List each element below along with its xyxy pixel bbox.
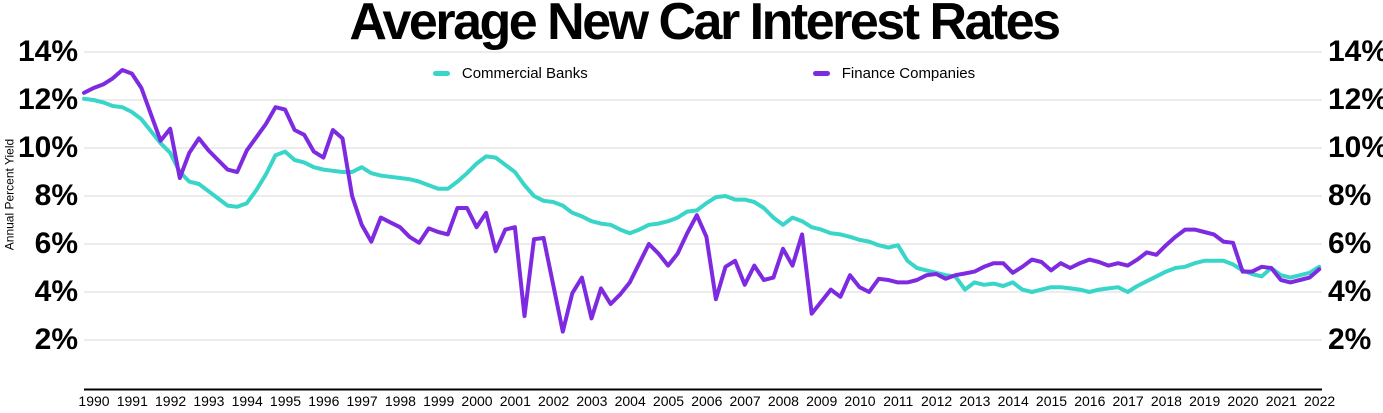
y-tick-label-left: 6% (34, 227, 78, 260)
y-tick-label-left: 4% (34, 275, 78, 308)
y-tick-label-right: 4% (1328, 275, 1372, 308)
x-tick-label: 1993 (193, 393, 225, 409)
y-tick-label-right: 6% (1328, 227, 1372, 260)
y-tick-label-left: 12% (17, 83, 78, 116)
y-tick-label-right: 8% (1328, 179, 1372, 212)
x-tick-label: 2001 (499, 393, 531, 409)
y-tick-label-right: 10% (1328, 131, 1383, 164)
y-tick-label-left: 14% (17, 35, 78, 68)
x-tick-label: 2017 (1112, 393, 1144, 409)
x-tick-label: 1996 (308, 393, 340, 409)
x-tick-label: 2014 (997, 393, 1029, 409)
x-tick-label: 2005 (652, 393, 685, 409)
y-tick-label-right: 14% (1328, 35, 1383, 68)
x-tick-label: 2016 (1074, 393, 1106, 409)
x-tick-label: 2015 (1035, 393, 1068, 409)
y-tick-label-right: 12% (1328, 83, 1383, 116)
series-line-commercial-banks (82, 96, 1322, 294)
x-tick-label: 2022 (1304, 393, 1336, 409)
y-tick-label-left: 10% (17, 131, 78, 164)
x-tick-label: 1994 (231, 393, 263, 409)
x-tick-label: 2012 (921, 393, 953, 409)
x-tick-label: 2019 (1189, 393, 1221, 409)
x-tick-label: 2003 (576, 393, 608, 409)
x-tick-label: 1998 (384, 393, 416, 409)
x-tick-label: 2013 (959, 393, 991, 409)
x-tick-label: 2018 (1150, 393, 1182, 409)
x-tick-label: 2006 (691, 393, 723, 409)
chart-title: Average New Car Interest Rates (349, 0, 1061, 51)
x-tick-label: 1991 (116, 393, 148, 409)
x-tick-label: 2021 (1265, 393, 1297, 409)
x-tick-label: 1999 (423, 393, 455, 409)
y-tick-label-left: 2% (34, 323, 78, 356)
series-line-finance-companies (82, 68, 1322, 334)
x-tick-label: 2020 (1227, 393, 1259, 409)
x-tick-label: 2004 (614, 393, 646, 409)
y-tick-label-left: 8% (34, 179, 78, 212)
y-tick-label-right: 2% (1328, 323, 1372, 356)
x-tick-label: 1995 (269, 393, 302, 409)
x-tick-label: 1992 (155, 393, 187, 409)
x-tick-label: 2010 (844, 393, 876, 409)
x-tick-label: 2011 (883, 393, 914, 409)
x-tick-label: 1997 (346, 393, 378, 409)
x-tick-label: 2000 (461, 393, 493, 409)
x-tick-label: 2008 (767, 393, 799, 409)
x-tick-label: 1990 (78, 393, 110, 409)
x-tick-label: 2002 (538, 393, 570, 409)
x-tick-label: 2009 (806, 393, 838, 409)
x-tick-label: 2007 (729, 393, 761, 409)
